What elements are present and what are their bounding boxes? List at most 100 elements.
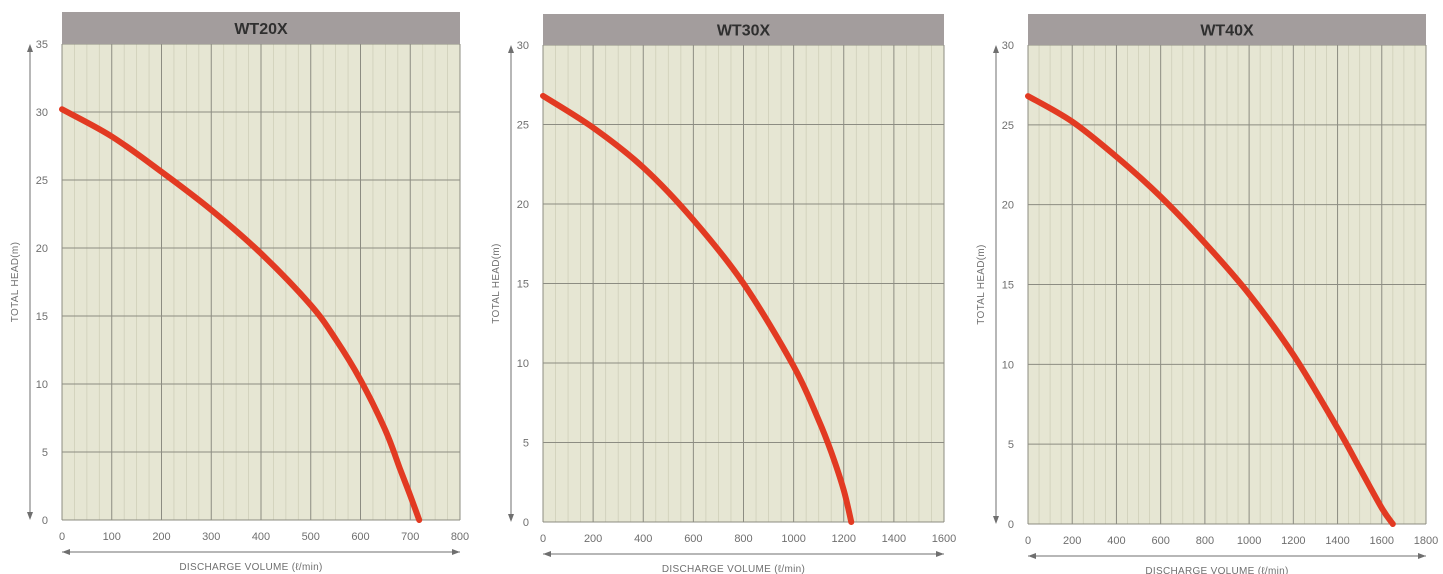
- curve-data-point: [161, 171, 162, 172]
- curve-data-point: [693, 219, 694, 220]
- curve-data-point: [831, 452, 832, 453]
- x-tick-label: 300: [202, 531, 220, 543]
- chart-panel-2: WT30X 0 5 10 15 20 25 30 0 200 400 600 800 1000 1200 14…: [491, 14, 956, 574]
- chart-panel-1: WT20X 0 5 10 15 20 25 30 35 0 100 200 300 400 500 600 70…: [10, 12, 469, 573]
- curve-data-point: [385, 430, 386, 431]
- curve-data-point: [261, 253, 262, 254]
- x-tick-label: 400: [252, 531, 270, 543]
- curve-data-point: [1028, 96, 1029, 97]
- curve-data-point: [1116, 156, 1117, 157]
- y-axis-title: TOTAL HEAD(m): [10, 242, 21, 322]
- x-tick-label: 0: [59, 531, 65, 543]
- curve-data-point: [851, 522, 852, 523]
- y-tick-label: 0: [42, 515, 48, 527]
- y-tick-label: 25: [517, 120, 529, 132]
- curve-data-point: [643, 167, 644, 168]
- x-tick-label: 800: [451, 531, 469, 543]
- y-tick-label: 0: [1008, 519, 1014, 531]
- x-tick-label: 1200: [1281, 535, 1305, 547]
- curve-data-point: [843, 490, 844, 491]
- y-axis-arrowhead-up: [993, 45, 999, 53]
- y-tick-label: 5: [42, 447, 48, 459]
- y-tick-label: 10: [1002, 359, 1014, 371]
- x-axis-arrowhead-right: [1418, 553, 1426, 559]
- x-tick-label: 0: [1025, 535, 1031, 547]
- x-tick-label: 100: [103, 531, 121, 543]
- y-axis-arrowhead-down: [508, 514, 514, 522]
- chart-header-bar: [543, 14, 944, 45]
- x-tick-label: 1600: [932, 533, 956, 545]
- curve-data-point: [62, 109, 63, 110]
- chart-title: WT40X: [1200, 23, 1254, 40]
- y-tick-label: 10: [36, 379, 48, 391]
- curve-data-point: [1293, 354, 1294, 355]
- x-tick-label: 0: [540, 533, 546, 545]
- x-axis-title: DISCHARGE VOLUME (ℓ/min): [179, 562, 322, 573]
- x-tick-label: 200: [1063, 535, 1081, 547]
- curve-data-point: [1337, 428, 1338, 429]
- x-axis-title: DISCHARGE VOLUME (ℓ/min): [1145, 566, 1288, 574]
- curve-data-point: [400, 469, 401, 470]
- y-tick-label: 15: [36, 311, 48, 323]
- x-axis-arrowhead-right: [936, 551, 944, 557]
- y-tick-label: 25: [1002, 120, 1014, 132]
- x-axis-arrowhead-left: [62, 549, 70, 555]
- x-tick-label: 800: [1196, 535, 1214, 547]
- performance-curve-line: [540, 92, 855, 525]
- y-axis-arrowhead-down: [27, 512, 33, 520]
- curve-data-point: [543, 95, 544, 96]
- curve-data-point: [310, 305, 311, 306]
- y-tick-label: 10: [517, 358, 529, 370]
- curve-data-point: [793, 366, 794, 367]
- y-tick-label: 35: [36, 39, 48, 51]
- y-axis-title: TOTAL HEAD(m): [491, 243, 502, 323]
- y-tick-label: 30: [36, 107, 48, 119]
- x-tick-label: 1400: [882, 533, 906, 545]
- y-axis-arrowhead-up: [508, 45, 514, 53]
- y-tick-label: 20: [36, 243, 48, 255]
- x-axis-arrowhead-right: [452, 549, 460, 555]
- chart-title: WT20X: [234, 21, 288, 38]
- curve-data-point: [1204, 242, 1205, 243]
- curve-data-point: [1392, 524, 1393, 525]
- x-tick-label: 400: [634, 533, 652, 545]
- curve-data-point: [335, 339, 336, 340]
- y-tick-label: 30: [517, 40, 529, 52]
- x-axis-title: DISCHARGE VOLUME (ℓ/min): [662, 564, 805, 574]
- curve-data-point: [410, 495, 411, 496]
- x-tick-label: 1400: [1325, 535, 1349, 547]
- x-tick-label: 700: [401, 531, 419, 543]
- x-tick-label: 1000: [781, 533, 805, 545]
- x-tick-label: 1000: [1237, 535, 1261, 547]
- chart-panel-3: WT40X 0 5 10 15 20 25 30 0 200 400 600 800 1000 1200 14…: [976, 14, 1438, 574]
- y-tick-label: 30: [1002, 40, 1014, 52]
- curve-data-point: [1249, 294, 1250, 295]
- y-axis-arrowhead-down: [993, 516, 999, 524]
- y-tick-label: 15: [517, 279, 529, 291]
- y-tick-label: 5: [1008, 439, 1014, 451]
- y-tick-label: 0: [523, 517, 529, 529]
- x-tick-label: 400: [1107, 535, 1125, 547]
- x-tick-label: 1800: [1414, 535, 1438, 547]
- curve-data-point: [360, 379, 361, 380]
- curve-data-point: [818, 420, 819, 421]
- curve-data-point: [1381, 508, 1382, 509]
- x-tick-label: 1600: [1370, 535, 1394, 547]
- chart-title: WT30X: [717, 23, 771, 40]
- y-axis-title: TOTAL HEAD(m): [976, 244, 987, 324]
- curve-data-point: [1359, 468, 1360, 469]
- performance-curve-line: [1025, 93, 1396, 527]
- y-tick-label: 20: [517, 199, 529, 211]
- x-tick-label: 600: [1151, 535, 1169, 547]
- y-tick-label: 20: [1002, 200, 1014, 212]
- x-axis-arrowhead-left: [1028, 553, 1036, 559]
- curve-data-point: [211, 209, 212, 210]
- x-axis-arrowhead-left: [543, 551, 551, 557]
- x-tick-label: 1200: [832, 533, 856, 545]
- y-tick-label: 15: [1002, 280, 1014, 292]
- curve-data-point: [111, 136, 112, 137]
- curve-data-point: [419, 520, 420, 521]
- y-tick-label: 5: [523, 438, 529, 450]
